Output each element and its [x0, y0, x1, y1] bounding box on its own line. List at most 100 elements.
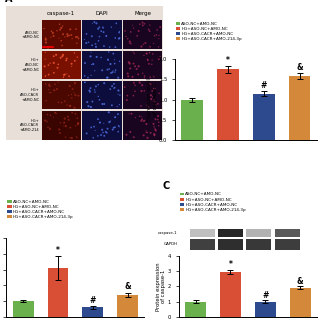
Point — [52, 82, 58, 87]
Point — [156, 123, 161, 128]
Text: C: C — [162, 181, 170, 191]
Point — [116, 36, 121, 41]
Point — [56, 80, 61, 85]
Point — [60, 54, 65, 59]
Bar — [42, 20, 81, 49]
Point — [48, 35, 53, 40]
Text: HG+
ASO-CACR
+AMO-NC: HG+ ASO-CACR +AMO-NC — [20, 88, 39, 102]
Point — [45, 125, 51, 130]
Point — [102, 101, 107, 107]
Point — [67, 84, 72, 89]
Point — [153, 127, 158, 132]
Point — [75, 55, 80, 60]
Point — [58, 55, 63, 60]
Point — [128, 41, 133, 46]
Point — [100, 25, 106, 30]
Point — [145, 57, 150, 62]
Point — [146, 61, 151, 67]
Text: #: # — [262, 291, 268, 300]
Point — [137, 114, 142, 119]
Point — [67, 33, 72, 38]
Point — [97, 120, 102, 125]
Point — [76, 122, 81, 127]
Bar — [82, 81, 122, 109]
Point — [89, 73, 94, 78]
Point — [48, 113, 53, 118]
Bar — [217, 69, 239, 140]
Point — [50, 30, 55, 36]
Point — [126, 111, 132, 116]
Point — [54, 87, 59, 92]
Point — [112, 57, 117, 62]
Point — [100, 127, 105, 132]
Point — [142, 73, 147, 78]
Point — [140, 71, 145, 76]
Point — [126, 60, 132, 65]
Point — [104, 130, 109, 135]
Point — [130, 74, 135, 79]
Point — [142, 21, 147, 26]
Point — [151, 121, 156, 126]
Point — [136, 64, 141, 69]
Point — [117, 29, 122, 34]
Point — [62, 34, 68, 39]
Point — [132, 51, 137, 56]
Point — [68, 104, 73, 109]
Point — [130, 22, 135, 28]
Point — [106, 49, 111, 54]
Point — [156, 120, 161, 125]
Bar — [190, 239, 215, 250]
Point — [54, 86, 60, 92]
Point — [54, 28, 60, 33]
Bar — [123, 51, 162, 79]
Point — [143, 128, 148, 133]
Point — [127, 40, 132, 45]
Point — [73, 93, 78, 98]
Point — [90, 99, 95, 104]
Point — [101, 29, 106, 35]
Point — [154, 32, 159, 37]
Point — [96, 38, 101, 44]
Text: HG+
ASO-CACR
+AMO-214: HG+ ASO-CACR +AMO-214 — [20, 118, 39, 132]
Point — [43, 73, 48, 78]
Point — [74, 135, 79, 140]
Point — [144, 51, 149, 56]
Point — [108, 61, 113, 67]
Point — [86, 104, 91, 109]
Point — [116, 112, 121, 117]
Bar — [42, 81, 81, 109]
Point — [92, 128, 98, 133]
Point — [61, 124, 67, 129]
Point — [145, 135, 150, 140]
Point — [68, 27, 73, 32]
Point — [152, 99, 157, 104]
Point — [74, 41, 79, 46]
Point — [47, 90, 52, 95]
Point — [59, 25, 64, 30]
Text: caspase-1: caspase-1 — [158, 231, 178, 235]
Point — [92, 124, 97, 129]
Point — [52, 88, 57, 93]
Point — [127, 61, 132, 66]
Point — [122, 84, 127, 90]
Point — [82, 73, 87, 78]
Point — [116, 88, 122, 93]
Point — [88, 54, 93, 59]
Point — [48, 60, 53, 66]
Point — [156, 33, 162, 38]
Point — [156, 114, 161, 119]
Point — [66, 93, 71, 98]
Point — [131, 93, 136, 98]
Point — [140, 117, 145, 122]
Point — [156, 101, 161, 106]
Point — [147, 81, 152, 86]
Point — [84, 131, 89, 136]
Point — [51, 53, 56, 59]
Point — [128, 29, 133, 35]
Point — [68, 103, 73, 108]
Y-axis label: Expression level
of caspase-1: Expression level of caspase-1 — [147, 78, 158, 121]
Bar — [82, 20, 122, 49]
Point — [155, 28, 160, 33]
Point — [62, 116, 67, 121]
Point — [103, 129, 108, 134]
